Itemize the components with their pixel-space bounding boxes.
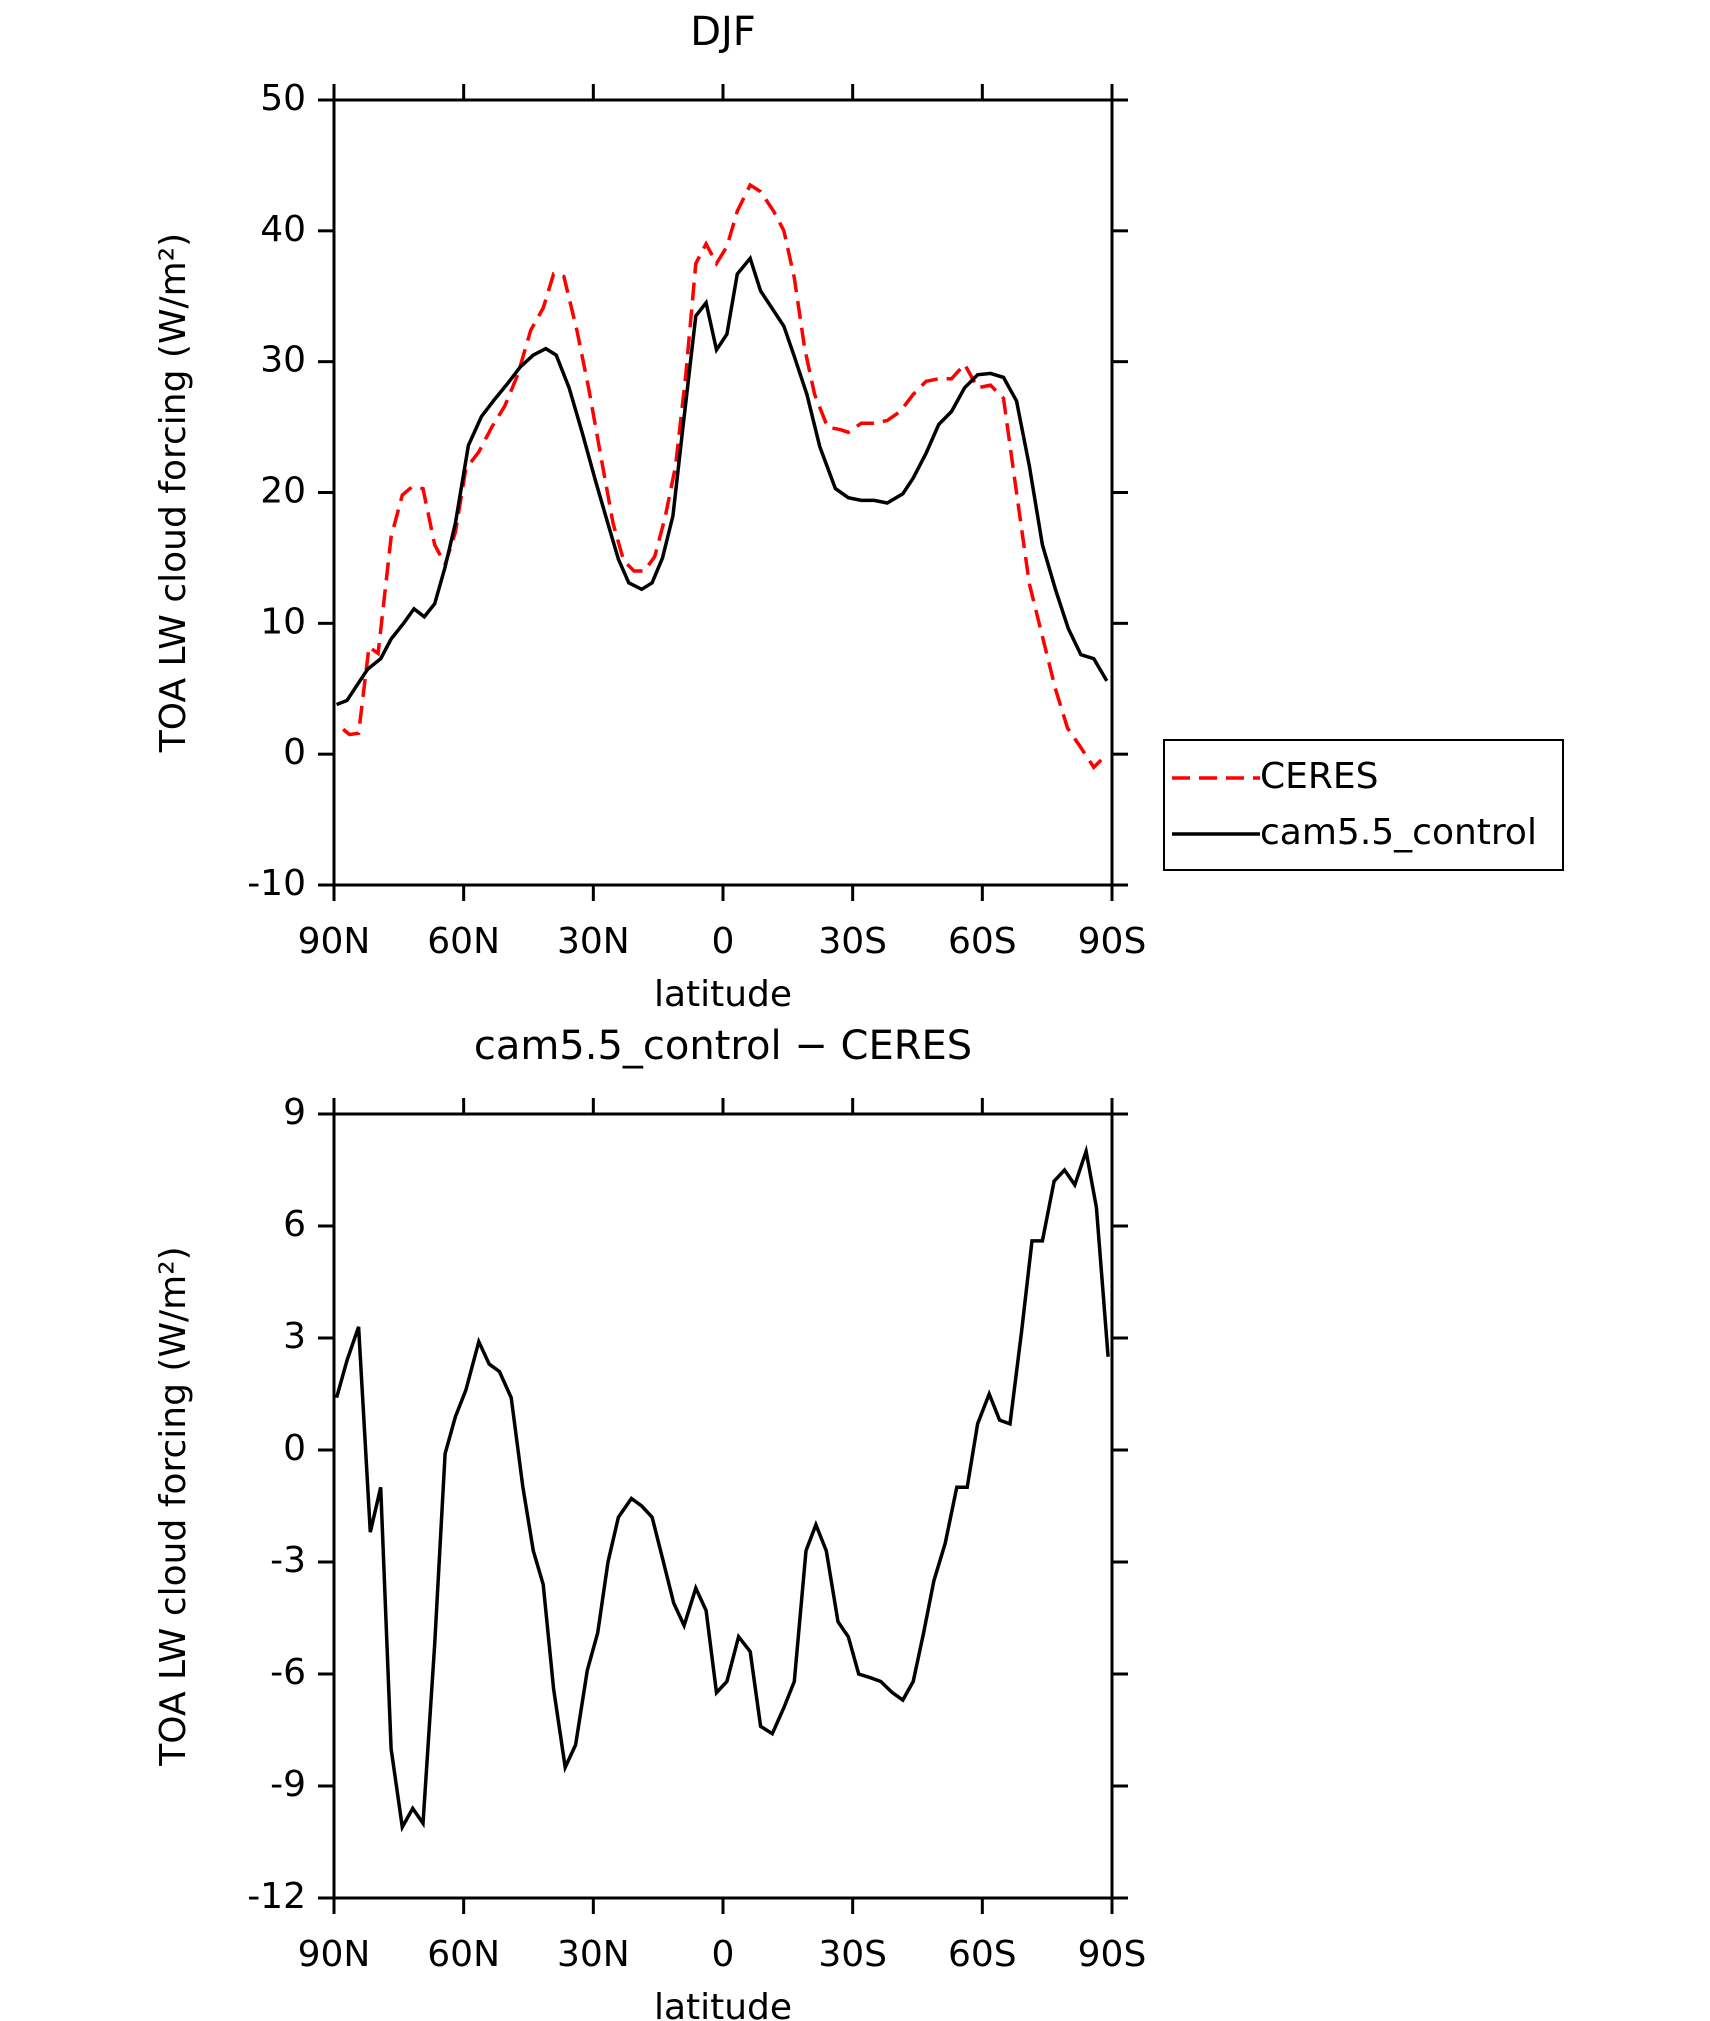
x-tick-label: 30N <box>557 921 630 962</box>
plot-frame <box>332 1112 1114 1900</box>
data-line <box>335 254 1109 707</box>
y-tick-label: -10 <box>247 863 306 904</box>
x-tick-label: 60N <box>427 1934 500 1975</box>
legend-box <box>1163 739 1564 871</box>
x-tick-label: 30S <box>818 921 887 962</box>
legend-label: cam5.5_control <box>1260 812 1537 853</box>
y-tick-label: 0 <box>283 732 306 773</box>
y-tick-label: 50 <box>260 78 306 119</box>
chart-title: DJF <box>690 9 756 55</box>
x-tick-label: 90S <box>1078 1934 1147 1975</box>
chart-title: cam5.5_control − CERES <box>474 1023 972 1069</box>
x-tick-label: 60S <box>948 921 1017 962</box>
x-tick-label: 90N <box>298 921 371 962</box>
x-tick-label: 60S <box>948 1934 1017 1975</box>
x-tick-label: 90S <box>1078 921 1147 962</box>
x-tick-label: 30N <box>557 1934 630 1975</box>
y-tick-label: -6 <box>270 1652 306 1693</box>
x-tick-label: 0 <box>712 921 735 962</box>
y-tick-label: -3 <box>270 1540 306 1581</box>
plot-frame <box>332 98 1114 887</box>
y-tick-label: 0 <box>283 1428 306 1469</box>
y-tick-label: 9 <box>283 1092 306 1133</box>
y-tick-label: 3 <box>283 1316 306 1357</box>
y-tick-label: -12 <box>247 1876 306 1917</box>
x-tick-label: 90N <box>298 1934 371 1975</box>
y-axis-label: TOA LW cloud forcing (W/m²) <box>153 1246 194 1766</box>
data-line <box>334 1144 1110 1833</box>
y-axis-label: TOA LW cloud forcing (W/m²) <box>153 233 194 753</box>
y-tick-label: 40 <box>260 209 306 250</box>
x-axis-label: latitude <box>654 1987 792 2021</box>
y-tick-label: 20 <box>260 471 306 512</box>
x-tick-label: 60N <box>427 921 500 962</box>
y-tick-label: 30 <box>260 340 306 381</box>
data-line <box>342 182 1109 771</box>
y-tick-label: 6 <box>283 1204 306 1245</box>
x-axis-label: latitude <box>654 974 792 1015</box>
legend-label: CERES <box>1260 756 1379 797</box>
y-tick-label: -9 <box>270 1764 306 1805</box>
x-tick-label: 0 <box>712 1934 735 1975</box>
x-tick-label: 30S <box>818 1934 887 1975</box>
y-tick-label: 10 <box>260 601 306 642</box>
